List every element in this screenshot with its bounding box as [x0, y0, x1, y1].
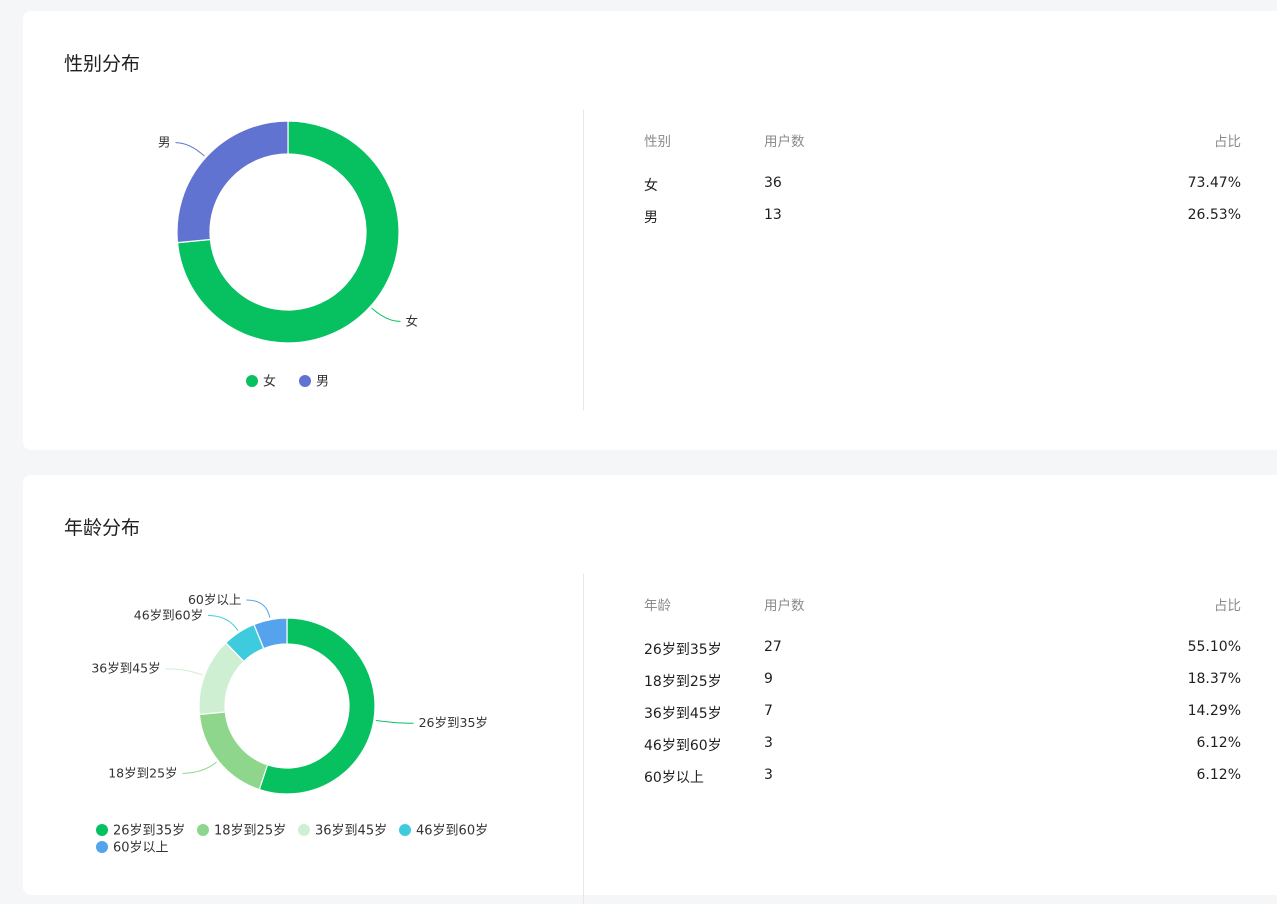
- age-row-pct: 18.37%: [1187, 671, 1241, 687]
- legend-item-label[interactable]: 女: [263, 374, 276, 390]
- age-row-label: 60岁以上: [644, 770, 704, 786]
- slice-label: 男: [158, 135, 171, 150]
- age-row-label: 36岁到45岁: [644, 706, 722, 722]
- gender-row-count: 13: [764, 207, 782, 223]
- age-row-pct: 14.29%: [1187, 703, 1241, 719]
- age-row-pct: 55.10%: [1187, 639, 1241, 655]
- table-row: 46岁到60岁 3 6.12%: [644, 735, 1241, 767]
- slice-label: 26岁到35岁: [419, 715, 488, 730]
- table-row: 男 13 26.53%: [644, 207, 1241, 239]
- slice-label: 18岁到25岁: [108, 765, 177, 780]
- age-row-pct: 6.12%: [1196, 735, 1241, 751]
- donut-slice-1[interactable]: [198, 711, 269, 791]
- legend-dot: [246, 375, 258, 387]
- gender-row-pct: 26.53%: [1187, 207, 1241, 223]
- leader-line: [182, 761, 217, 774]
- table-row: 60岁以上 3 6.12%: [644, 767, 1241, 799]
- age-table: 年龄 用户数 占比 26岁到35岁 27 55.10% 18岁到25岁 9 18…: [644, 594, 1241, 799]
- legend-dot: [96, 824, 108, 836]
- gender-row-count: 36: [764, 175, 782, 191]
- table-row: 36岁到45岁 7 14.29%: [644, 703, 1241, 735]
- gender-row-pct: 73.47%: [1187, 175, 1241, 191]
- table-row: 18岁到25岁 9 18.37%: [644, 671, 1241, 703]
- age-table-header: 年龄 用户数 占比: [644, 594, 1241, 626]
- slice-label: 46岁到60岁: [134, 607, 203, 622]
- age-row-count: 9: [764, 671, 773, 687]
- legend-item-label[interactable]: 26岁到35岁: [113, 824, 185, 839]
- age-header-count: 用户数: [764, 598, 805, 614]
- leader-line: [165, 668, 203, 676]
- legend-dot: [299, 375, 311, 387]
- age-row-label: 26岁到35岁: [644, 642, 722, 658]
- age-card-title: 年龄分布: [64, 517, 141, 539]
- donut-slice-4[interactable]: [253, 617, 288, 650]
- gender-table: 性别 用户数 占比 女 36 73.47% 男 13 26.53%: [644, 130, 1241, 239]
- legend-dot: [399, 824, 411, 836]
- age-row-count: 3: [764, 767, 773, 783]
- legend-item-label[interactable]: 60岁以上: [113, 841, 169, 856]
- age-row-pct: 6.12%: [1196, 767, 1241, 783]
- age-divider: [583, 574, 584, 904]
- table-row: 26岁到35岁 27 55.10%: [644, 639, 1241, 671]
- slice-label: 60岁以上: [188, 592, 241, 607]
- slice-label: 36岁到45岁: [91, 661, 160, 676]
- gender-donut-chart: 女男女男: [158, 120, 418, 390]
- gender-header-label: 性别: [644, 134, 671, 150]
- legend-dot: [197, 824, 209, 836]
- gender-divider: [583, 110, 584, 410]
- age-row-label: 46岁到60岁: [644, 738, 722, 754]
- donut-slice-1[interactable]: [176, 120, 289, 244]
- donut-slice-0[interactable]: [258, 617, 376, 795]
- legend-dot: [298, 824, 310, 836]
- age-row-count: 7: [764, 703, 773, 719]
- age-row-count: 27: [764, 639, 782, 655]
- slice-label: 女: [405, 313, 418, 328]
- gender-row-label: 男: [644, 210, 658, 226]
- leader-line: [208, 614, 239, 631]
- legend-dot: [96, 841, 108, 853]
- age-distribution-card: 年龄分布 26岁到35岁 18岁到25岁 36岁到45岁 46岁到60岁 60岁以上 26…: [23, 475, 1277, 904]
- leader-line: [375, 719, 414, 724]
- legend-item-label[interactable]: 46岁到60岁: [416, 824, 488, 839]
- gender-header-count: 用户数: [764, 134, 805, 150]
- donut-slice-0[interactable]: [176, 120, 400, 344]
- age-donut-chart: 26岁到35岁18岁到25岁36岁到45岁46岁到60岁60岁以上26岁到35岁…: [91, 592, 488, 856]
- legend-item-label[interactable]: 18岁到25岁: [214, 824, 286, 839]
- age-row-label: 18岁到25岁: [644, 674, 722, 690]
- gender-table-header: 性别 用户数 占比: [644, 130, 1241, 162]
- gender-header-pct: 占比: [1214, 134, 1241, 150]
- gender-card-title: 性别分布: [64, 53, 141, 75]
- age-header-label: 年龄: [644, 598, 671, 614]
- legend-item-label[interactable]: 36岁到45岁: [315, 824, 387, 839]
- table-row: 女 36 73.47%: [644, 175, 1241, 207]
- leader-line: [246, 599, 271, 618]
- gender-row-label: 女: [644, 178, 658, 194]
- age-row-count: 3: [764, 735, 773, 751]
- leader-line: [371, 307, 401, 322]
- leader-line: [175, 142, 205, 157]
- legend-item-label[interactable]: 男: [316, 375, 329, 390]
- age-header-pct: 占比: [1214, 598, 1241, 614]
- gender-distribution-card: 性别分布 女男女男 性别 用户数 占比 女 36 73.47% 男 13 26.…: [23, 11, 1277, 450]
